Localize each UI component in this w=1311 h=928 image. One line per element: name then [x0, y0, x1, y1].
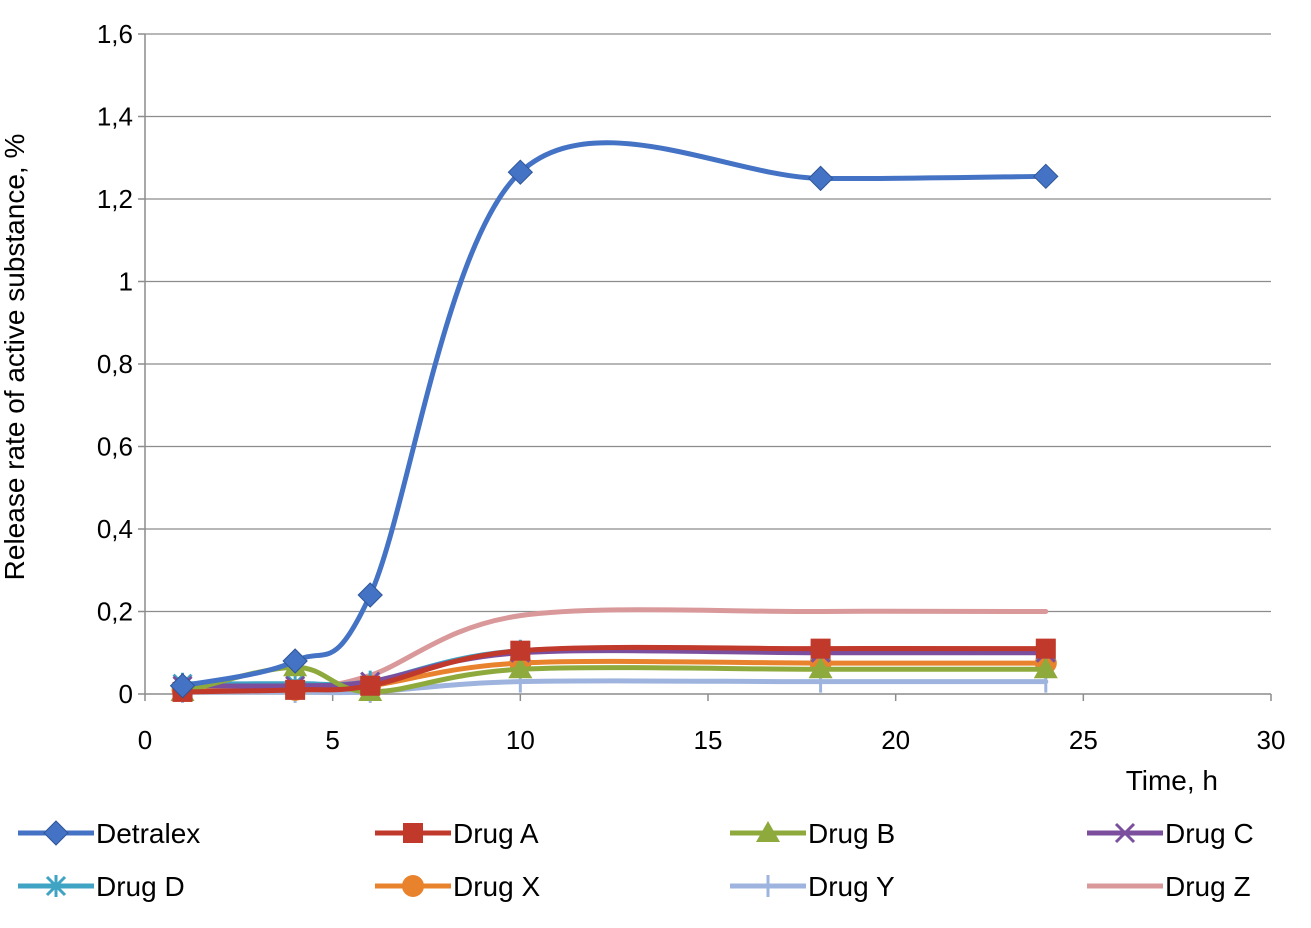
y-tick-label: 0 [119, 679, 133, 709]
legend-label: Drug C [1165, 818, 1254, 849]
x-tick-label: 15 [694, 725, 723, 755]
legend-item: Drug D [18, 871, 185, 902]
legend-item: Drug A [375, 818, 539, 849]
data-point [1033, 657, 1058, 679]
legend-item: Drug Z [1087, 871, 1251, 902]
legend-item: Drug B [730, 818, 895, 849]
legend-label: Drug Z [1165, 871, 1251, 902]
data-point [810, 638, 831, 659]
series-group [169, 140, 1059, 703]
series-detralex [169, 140, 1059, 699]
data-point [285, 679, 306, 700]
data-point [510, 640, 531, 661]
data-point [360, 675, 381, 696]
legend-swatch-marker [403, 823, 423, 843]
series-drug-a [172, 638, 1056, 702]
legend-label: Drug Y [808, 871, 895, 902]
series-line [180, 140, 1049, 689]
legend-item: Drug Y [730, 871, 895, 902]
data-point [507, 159, 534, 185]
data-point [1035, 638, 1056, 659]
legend-item: Drug X [375, 871, 540, 902]
data-point [508, 657, 533, 679]
x-tick-label: 10 [506, 725, 535, 755]
x-tick-label: 5 [325, 725, 339, 755]
x-tick-label: 0 [138, 725, 152, 755]
gridlines [145, 33, 1271, 613]
legend-swatch-marker [45, 875, 67, 897]
y-tick-label: 0,6 [97, 432, 133, 462]
legend-swatch-marker [756, 821, 780, 842]
y-tick-label: 1,2 [97, 184, 133, 214]
data-point [169, 673, 196, 699]
legend-item: Detralex [18, 818, 200, 849]
legend-swatch-marker [43, 820, 69, 846]
data-point [282, 648, 308, 674]
data-point [807, 165, 834, 192]
legend-swatch-marker [402, 875, 424, 897]
x-tick-label: 20 [881, 725, 910, 755]
data-point [357, 582, 383, 608]
y-tick-label: 1,4 [97, 102, 133, 132]
y-axis-label: Release rate of active substance, % [0, 134, 30, 581]
y-tick-label: 0,4 [97, 514, 133, 544]
data-point [808, 657, 833, 679]
x-tick-label: 30 [1257, 725, 1286, 755]
x-axis-label: Time, h [1126, 765, 1218, 796]
legend-label: Drug X [453, 871, 540, 902]
y-tick-label: 0,8 [97, 349, 133, 379]
legend-swatch-marker [1114, 822, 1136, 844]
y-tick-label: 1,6 [97, 19, 133, 49]
legend-item: Drug C [1087, 818, 1254, 849]
tick-labels: 0 0,2 0,4 0,6 0,8 1 1,2 1,4 1,6 0 5 10 15 20 25 30 [97, 19, 1286, 755]
legend-label: Drug A [453, 818, 539, 849]
y-tick-label: 0,2 [97, 597, 133, 627]
axes [138, 33, 1272, 701]
legend: Detralex Drug A Drug B Drug C Drug D Drug X Dr… [18, 818, 1254, 902]
y-tick-label: 1 [119, 267, 133, 297]
legend-label: Drug B [808, 818, 895, 849]
data-point [1033, 163, 1059, 190]
legend-label: Drug D [96, 871, 185, 902]
x-tick-label: 25 [1069, 725, 1098, 755]
legend-label: Detralex [96, 818, 200, 849]
